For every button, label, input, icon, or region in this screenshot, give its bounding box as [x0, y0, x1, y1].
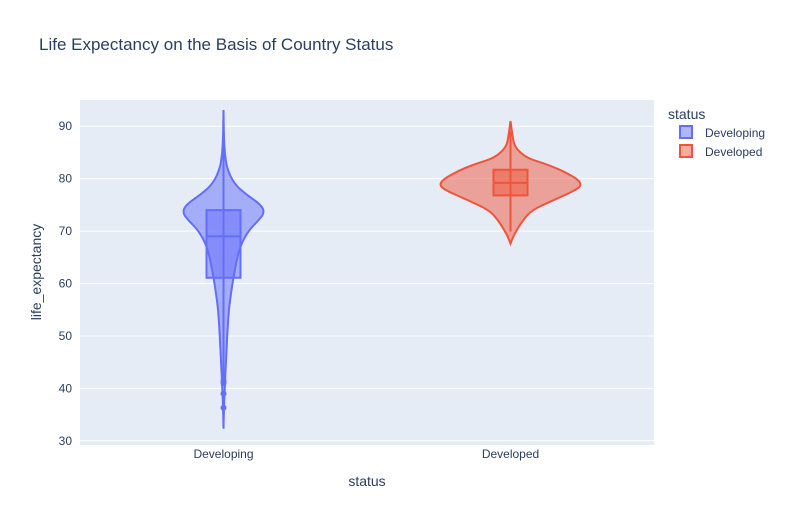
y-tick-70: 70: [59, 224, 73, 238]
outlier-point-developing-1[interactable]: [220, 378, 227, 385]
legend-swatch-developed: [679, 144, 693, 158]
legend-title: status: [668, 106, 705, 122]
y-axis-title: life_expectancy: [28, 224, 44, 321]
chart-title: Life Expectancy on the Basis of Country …: [39, 35, 393, 54]
y-tick-90: 90: [59, 119, 73, 133]
y-tick-80: 80: [59, 172, 73, 186]
legend-item-developed[interactable]: Developed: [679, 144, 762, 159]
y-tick-60: 60: [59, 277, 73, 291]
violins: [182, 109, 582, 429]
y-tick-50: 50: [59, 329, 73, 343]
y-gridlines: [80, 125, 654, 442]
box-developing[interactable]: [205, 209, 242, 279]
y-tick-40: 40: [59, 381, 73, 395]
y-tick-30: 30: [59, 434, 73, 448]
legend: status Developing Developed: [668, 106, 765, 159]
legend-label-developing: Developing: [705, 126, 765, 140]
outlier-point-developing-2[interactable]: [220, 390, 227, 397]
outlier-point-developing-3[interactable]: [220, 404, 227, 411]
legend-label-developed: Developed: [705, 145, 762, 159]
plot-background: [80, 100, 654, 445]
x-tick-developing: Developing: [193, 447, 253, 461]
legend-swatch-developing: [679, 125, 693, 139]
x-tick-developed: Developed: [482, 447, 539, 461]
x-axis-title: status: [348, 473, 385, 489]
legend-item-developing[interactable]: Developing: [679, 125, 765, 140]
y-tick-labels: 30 40 50 60 70 80 90: [59, 119, 73, 448]
x-tick-labels: Developing Developed: [193, 447, 539, 461]
